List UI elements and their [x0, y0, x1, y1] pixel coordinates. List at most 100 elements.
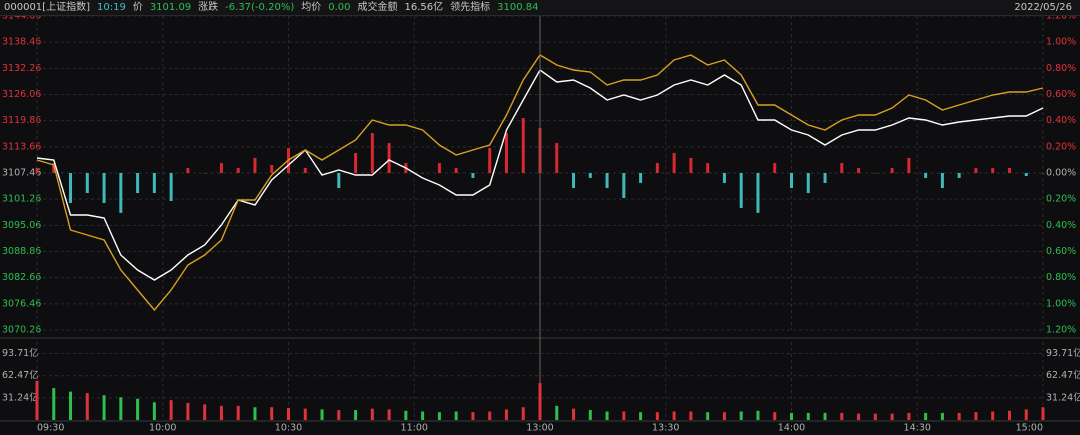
indicator-bar — [639, 173, 643, 183]
date: 2022/05/26 — [1014, 2, 1072, 13]
volume-bar — [991, 411, 995, 420]
volume-bar — [940, 412, 944, 420]
volume-bar — [555, 405, 559, 420]
indicator-bar — [102, 173, 106, 203]
indicator-bar — [521, 118, 525, 173]
indicator-bar — [504, 133, 508, 173]
indicator-bar — [488, 148, 492, 173]
volume-bar — [119, 397, 123, 420]
indicator-bar — [907, 157, 911, 173]
y-tick-label: 3101.26 — [2, 194, 41, 205]
volume-bar — [689, 411, 693, 420]
y-tick-label: 3076.46 — [2, 298, 41, 309]
indicator-bar — [370, 133, 374, 173]
volume-bar — [437, 412, 441, 420]
indicator-bar — [890, 168, 894, 173]
volume-bar — [806, 412, 810, 420]
indicator-bar — [119, 173, 123, 213]
volume-tick-label: 62.47亿 — [1046, 369, 1080, 381]
volume-bar — [35, 381, 39, 420]
indicator-bar — [957, 173, 961, 178]
volume-bar — [203, 404, 207, 420]
header-item: 10:19 — [96, 2, 126, 13]
volume-bar — [320, 409, 324, 420]
y2-tick-label: 0.40% — [1046, 115, 1076, 126]
y2-tick-label: 0.40% — [1046, 220, 1076, 231]
header-item: -6.37(-0.20%) — [225, 2, 295, 13]
indicator-bar — [1024, 173, 1028, 177]
indicator-bar — [354, 152, 358, 173]
indicator-bar — [186, 168, 190, 173]
volume-bar — [219, 405, 223, 420]
volume-bar — [52, 388, 56, 420]
indicator-bar — [840, 163, 844, 173]
volume-bar — [253, 407, 257, 420]
indicator-bar — [622, 173, 626, 198]
indicator-bar — [924, 173, 928, 178]
volume-tick-label: 62.47亿 — [2, 369, 39, 381]
x-tick-label: 13:30 — [652, 423, 679, 434]
y2-tick-label: 0.60% — [1046, 246, 1076, 257]
header-item: 3101.09 — [149, 2, 192, 13]
volume-bar — [387, 409, 391, 420]
volume-bar — [706, 412, 710, 420]
volume-bar — [136, 398, 140, 420]
y2-tick-label: 1.00% — [1046, 37, 1076, 48]
x-tick-label: 09:30 — [37, 423, 64, 434]
volume-bar — [236, 405, 240, 420]
y-tick-label: 3070.26 — [2, 325, 41, 336]
volume-bar — [756, 410, 760, 420]
x-tick-label: 13:00 — [526, 423, 553, 434]
volume-bar — [169, 400, 173, 420]
volume-bar — [521, 407, 525, 420]
indicator-bar — [991, 168, 995, 173]
indicator-bar — [940, 173, 944, 189]
indicator-bar — [236, 168, 240, 173]
volume-bar — [622, 411, 626, 420]
volume-bar — [907, 412, 911, 420]
indicator-bar — [136, 173, 140, 194]
y-tick-label: 3088.86 — [2, 246, 41, 257]
volume-bar — [924, 412, 928, 420]
volume-bar — [1007, 410, 1011, 420]
x-tick-label: 15:00 — [1016, 423, 1043, 434]
volume-tick-label: 93.71亿 — [1046, 347, 1080, 359]
indicator-bar — [823, 173, 827, 183]
indicator-bar — [806, 173, 810, 194]
indicator-bar — [203, 173, 207, 174]
indicator-bar — [773, 163, 777, 173]
volume-bar — [639, 412, 643, 420]
volume-bar — [354, 410, 358, 420]
indicator-bar — [572, 173, 576, 189]
indicator-bar — [655, 163, 659, 173]
indicator-bar — [857, 168, 861, 173]
volume-tick-label: 31.24亿 — [2, 391, 39, 403]
header-item: 3100.84 — [497, 2, 539, 13]
volume-bar — [538, 383, 542, 420]
y-tick-label: 3132.26 — [2, 63, 41, 74]
volume-bar — [488, 411, 492, 420]
volume-bar — [840, 412, 844, 420]
indicator-bar — [722, 173, 726, 183]
volume-tick-label: 93.71亿 — [2, 347, 39, 359]
volume-bar — [890, 413, 894, 420]
indicator-bar — [85, 173, 89, 194]
volume-bar — [722, 412, 726, 420]
y-tick-label: 3095.06 — [2, 220, 41, 231]
y-tick-label: 3113.66 — [2, 141, 41, 152]
indicator-bar — [790, 173, 793, 189]
volume-bar — [773, 412, 777, 420]
x-tick-label: 11:00 — [401, 423, 428, 434]
header-item: 成交金额 — [357, 2, 398, 13]
indicator-bar — [337, 173, 341, 189]
indicator-bar — [689, 157, 693, 173]
indicator-bar — [52, 163, 56, 173]
volume-bar — [588, 410, 592, 420]
volume-bar — [404, 410, 408, 420]
indicator-bar — [756, 173, 760, 213]
volume-bar — [974, 412, 978, 420]
y-tick-label: 3144.66 — [2, 11, 41, 22]
indicator-bar — [219, 163, 223, 173]
volume-bar — [823, 412, 827, 420]
